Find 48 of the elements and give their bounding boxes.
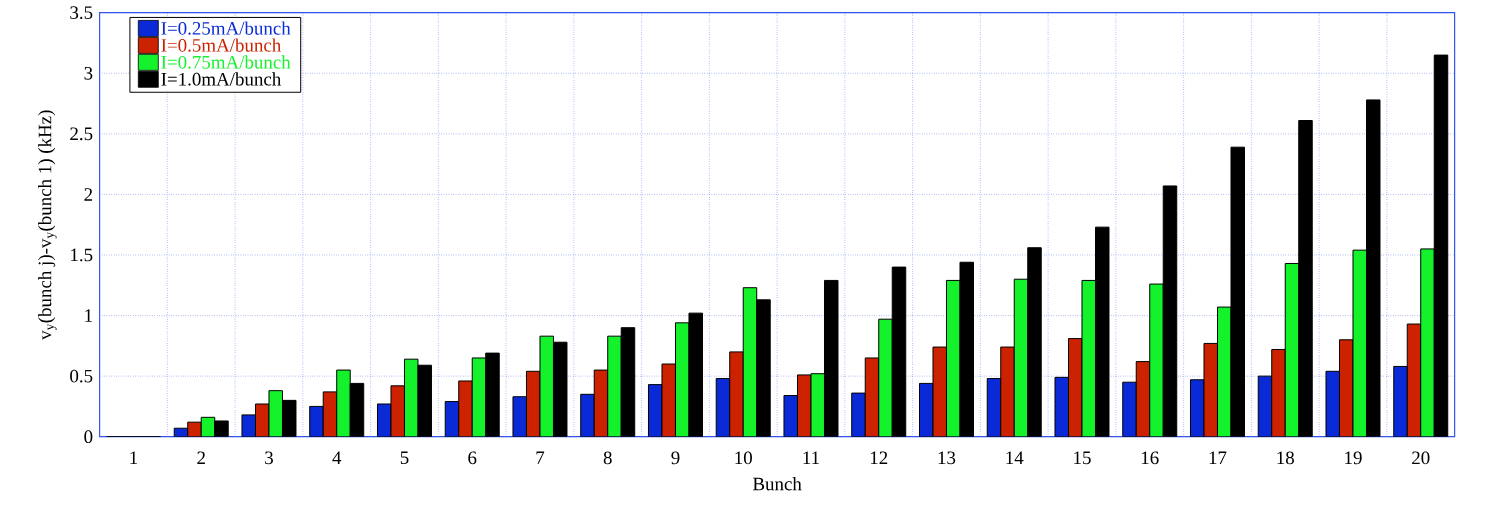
bar [729,351,744,437]
bar [309,406,324,437]
y-tick-label: 2.5 [70,127,93,141]
y-tick-label: 2 [84,188,93,201]
x-tick-label: 15 [1074,451,1091,465]
x-tick-label: 17 [1209,451,1227,465]
x-tick-label: 2 [197,451,205,465]
x-tick-label: 4 [332,451,342,465]
bar [580,394,595,437]
bar [1271,349,1286,437]
x-tick-label: 11 [803,451,819,465]
bar [1000,346,1015,437]
legend-label: I=1.0mA/bunch [161,72,282,86]
y-tick-label: 1 [85,309,92,323]
bar [878,318,893,437]
x-tick-label: 10 [735,451,752,465]
x-tick-label: 9 [671,451,680,465]
x-tick-label: 18 [1277,451,1294,465]
x-tick-label: 12 [870,451,888,465]
y-tick-label: 0.5 [70,369,93,383]
x-tick-label: 14 [1006,451,1024,465]
bar [1122,381,1137,437]
y-tick-label: 3.5 [70,6,93,20]
x-tick-label: 6 [468,451,477,465]
x-tick-label: 1 [130,451,138,465]
x-tick-label: 5 [400,451,409,465]
bar [1149,283,1164,437]
y-tick-label: 3 [84,67,93,80]
bar [1420,248,1435,437]
bar [851,392,866,437]
x-tick-label: 16 [1141,451,1159,465]
legend-label: I=0.5mA/bunch [161,38,282,52]
x-tick-label: 7 [536,451,545,465]
x-tick-label: 13 [938,451,956,465]
x-tick-label: 20 [1412,451,1430,465]
y-tick-label: 1.5 [71,248,93,262]
bar [607,335,622,437]
legend-label: I=0.75mA/bunch [161,55,291,69]
x-tick-label: 8 [603,451,612,465]
x-tick-label: 3 [265,451,273,465]
y-axis-title: v$_{y}$(bunch j)-v$_{y}$(bunch 1) (kHz) [38,110,57,341]
bar [336,369,351,437]
x-tick-label: 19 [1345,451,1362,465]
bar [1393,366,1408,437]
x-axis-title: Bunch [752,477,802,491]
bar [458,380,473,437]
legend-label: I=0.25mA/bunch [161,21,291,36]
y-tick-label: 0 [84,430,93,444]
